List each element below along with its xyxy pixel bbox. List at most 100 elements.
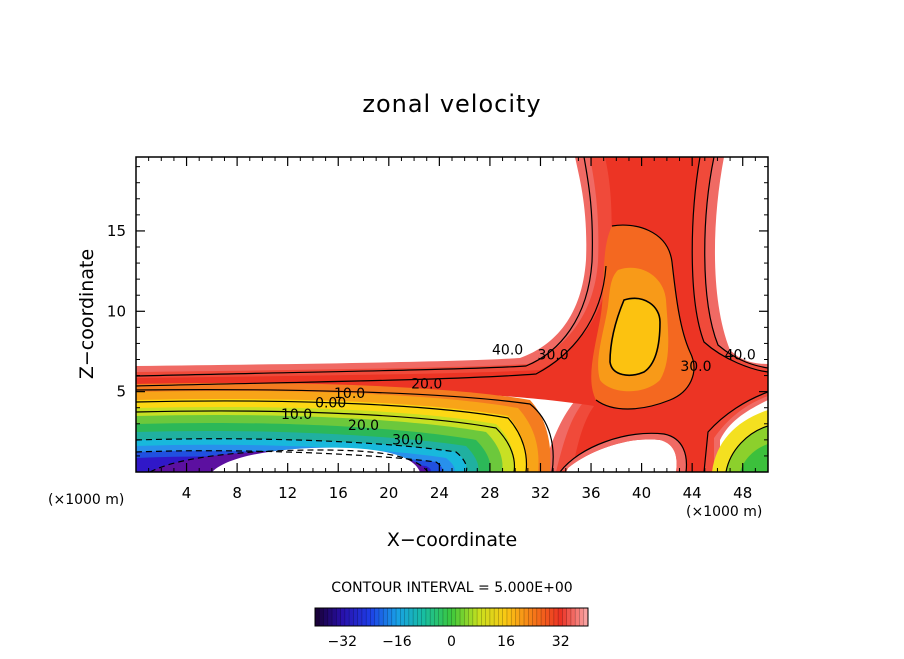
colorbar-swatch bbox=[536, 608, 542, 626]
colorbar-swatch bbox=[323, 608, 329, 626]
colorbar-swatch bbox=[468, 608, 474, 626]
contour-label: 40.0 bbox=[725, 348, 756, 364]
x-tick-label: 48 bbox=[733, 484, 752, 502]
contour-lines bbox=[136, 157, 768, 472]
contour-label: 10.0 bbox=[334, 386, 365, 402]
colorbar-swatch bbox=[519, 608, 525, 626]
colorbar-swatch bbox=[332, 608, 337, 626]
colorbar-swatch bbox=[374, 608, 380, 626]
x-unit-label-left: (×1000 m) bbox=[48, 492, 124, 508]
colorbar-swatch bbox=[349, 608, 354, 626]
colorbar-swatch bbox=[553, 608, 559, 626]
pocket-rim bbox=[560, 433, 687, 472]
colorbar-swatch bbox=[532, 608, 538, 626]
y-axis-label: Z−coordinate bbox=[76, 249, 98, 379]
colorbar-swatch bbox=[315, 608, 320, 626]
right-bottom-green-2 bbox=[740, 444, 768, 472]
colorbar-swatch bbox=[340, 608, 346, 626]
colorbar-swatch bbox=[319, 608, 324, 626]
colorbar-swatch bbox=[387, 608, 393, 626]
colorbar-swatch bbox=[583, 608, 589, 626]
colorbar-tick-label: −32 bbox=[328, 634, 358, 650]
colorbar-swatch bbox=[383, 608, 388, 626]
lower-right-pocket bbox=[566, 439, 677, 472]
colorbar-swatch bbox=[455, 608, 461, 626]
colorbar-tick-label: −16 bbox=[382, 634, 412, 650]
colorbar-swatch bbox=[566, 608, 572, 626]
x-tick-label: 32 bbox=[531, 484, 550, 502]
colorbar-swatch bbox=[391, 608, 397, 626]
colorbar-swatch bbox=[502, 608, 508, 626]
contour-label: 40.0 bbox=[492, 343, 523, 359]
colorbar-swatch bbox=[353, 608, 359, 626]
colorbar-swatch bbox=[447, 608, 452, 626]
contour-interval-text: CONTOUR INTERVAL = 5.000E+00 bbox=[331, 580, 572, 596]
colorbar-swatch bbox=[528, 608, 533, 626]
colorbar-swatch bbox=[327, 608, 333, 626]
colorbar-swatch bbox=[370, 608, 376, 626]
colorbar-swatch bbox=[378, 608, 384, 626]
x-tick-label: 44 bbox=[683, 484, 702, 502]
colorbar-swatch bbox=[464, 608, 469, 626]
colorbar-swatch bbox=[579, 608, 585, 626]
x-tick-label: 8 bbox=[232, 484, 242, 502]
colorbar-swatch bbox=[361, 608, 367, 626]
colorbar-tick-label: 32 bbox=[552, 634, 570, 650]
colorbar-swatch bbox=[515, 608, 521, 626]
contour-label: 20.0 bbox=[411, 376, 442, 392]
colorbar-swatch bbox=[541, 608, 546, 626]
colorbar-swatch bbox=[400, 608, 405, 626]
colorbar-swatch bbox=[366, 608, 371, 626]
x-tick-label: 36 bbox=[581, 484, 600, 502]
y-tick-label: 5 bbox=[116, 383, 126, 401]
colorbar-swatch bbox=[344, 608, 350, 626]
colorbar-swatch bbox=[417, 608, 423, 626]
colorbar-swatch bbox=[413, 608, 418, 626]
colorbar-swatch bbox=[558, 608, 563, 626]
contour-label: 10.0 bbox=[281, 407, 312, 423]
colorbar-swatch bbox=[336, 608, 341, 626]
y-axis-ticks: 5 10 15 bbox=[107, 166, 768, 457]
x-tick-label: 20 bbox=[379, 484, 398, 502]
colorbar-swatch bbox=[549, 608, 555, 626]
negative-core-pocket bbox=[212, 447, 420, 472]
colorbar-swatch bbox=[562, 608, 568, 626]
colorbar-swatch bbox=[498, 608, 504, 626]
y-tick-label: 15 bbox=[107, 222, 126, 240]
colorbar-swatch bbox=[524, 608, 529, 626]
x-tick-label: 4 bbox=[182, 484, 192, 502]
colorbar-swatch bbox=[460, 608, 465, 626]
x-axis-ticks: 4 8 12 16 20 24 28 32 36 40 44 48 bbox=[148, 157, 756, 502]
colorbar-swatch bbox=[396, 608, 401, 626]
colorbar-swatch bbox=[357, 608, 363, 626]
colorbar bbox=[314, 608, 589, 626]
colorbar-swatch bbox=[434, 608, 440, 626]
contour-label: 0.00 bbox=[315, 396, 346, 412]
colorbar-swatch bbox=[545, 608, 551, 626]
colorbar-swatch bbox=[506, 608, 512, 626]
colorbar-swatch bbox=[438, 608, 444, 626]
x-tick-label: 16 bbox=[329, 484, 348, 502]
x-unit-label-right: (×1000 m) bbox=[686, 504, 762, 520]
y-tick-label: 10 bbox=[107, 302, 126, 320]
colorbar-swatch bbox=[442, 608, 448, 626]
colorbar-swatch bbox=[404, 608, 410, 626]
colorbar-swatch bbox=[430, 608, 435, 626]
contour-label: 20.0 bbox=[348, 418, 379, 434]
negative-contour-lines bbox=[136, 438, 468, 472]
colorbar-tick-label: 16 bbox=[497, 634, 515, 650]
colorbar-swatch bbox=[408, 608, 414, 626]
colorbar-swatch bbox=[481, 608, 487, 626]
colorbar-swatch bbox=[477, 608, 482, 626]
chart-title: zonal velocity bbox=[362, 90, 541, 118]
colorbar-swatch bbox=[575, 608, 580, 626]
colorbar-swatch bbox=[472, 608, 478, 626]
x-tick-label: 28 bbox=[480, 484, 499, 502]
colorbar-swatch bbox=[425, 608, 431, 626]
colorbar-swatch bbox=[489, 608, 495, 626]
colorbar-swatch bbox=[511, 608, 516, 626]
contour-label: 30.0 bbox=[392, 433, 423, 449]
